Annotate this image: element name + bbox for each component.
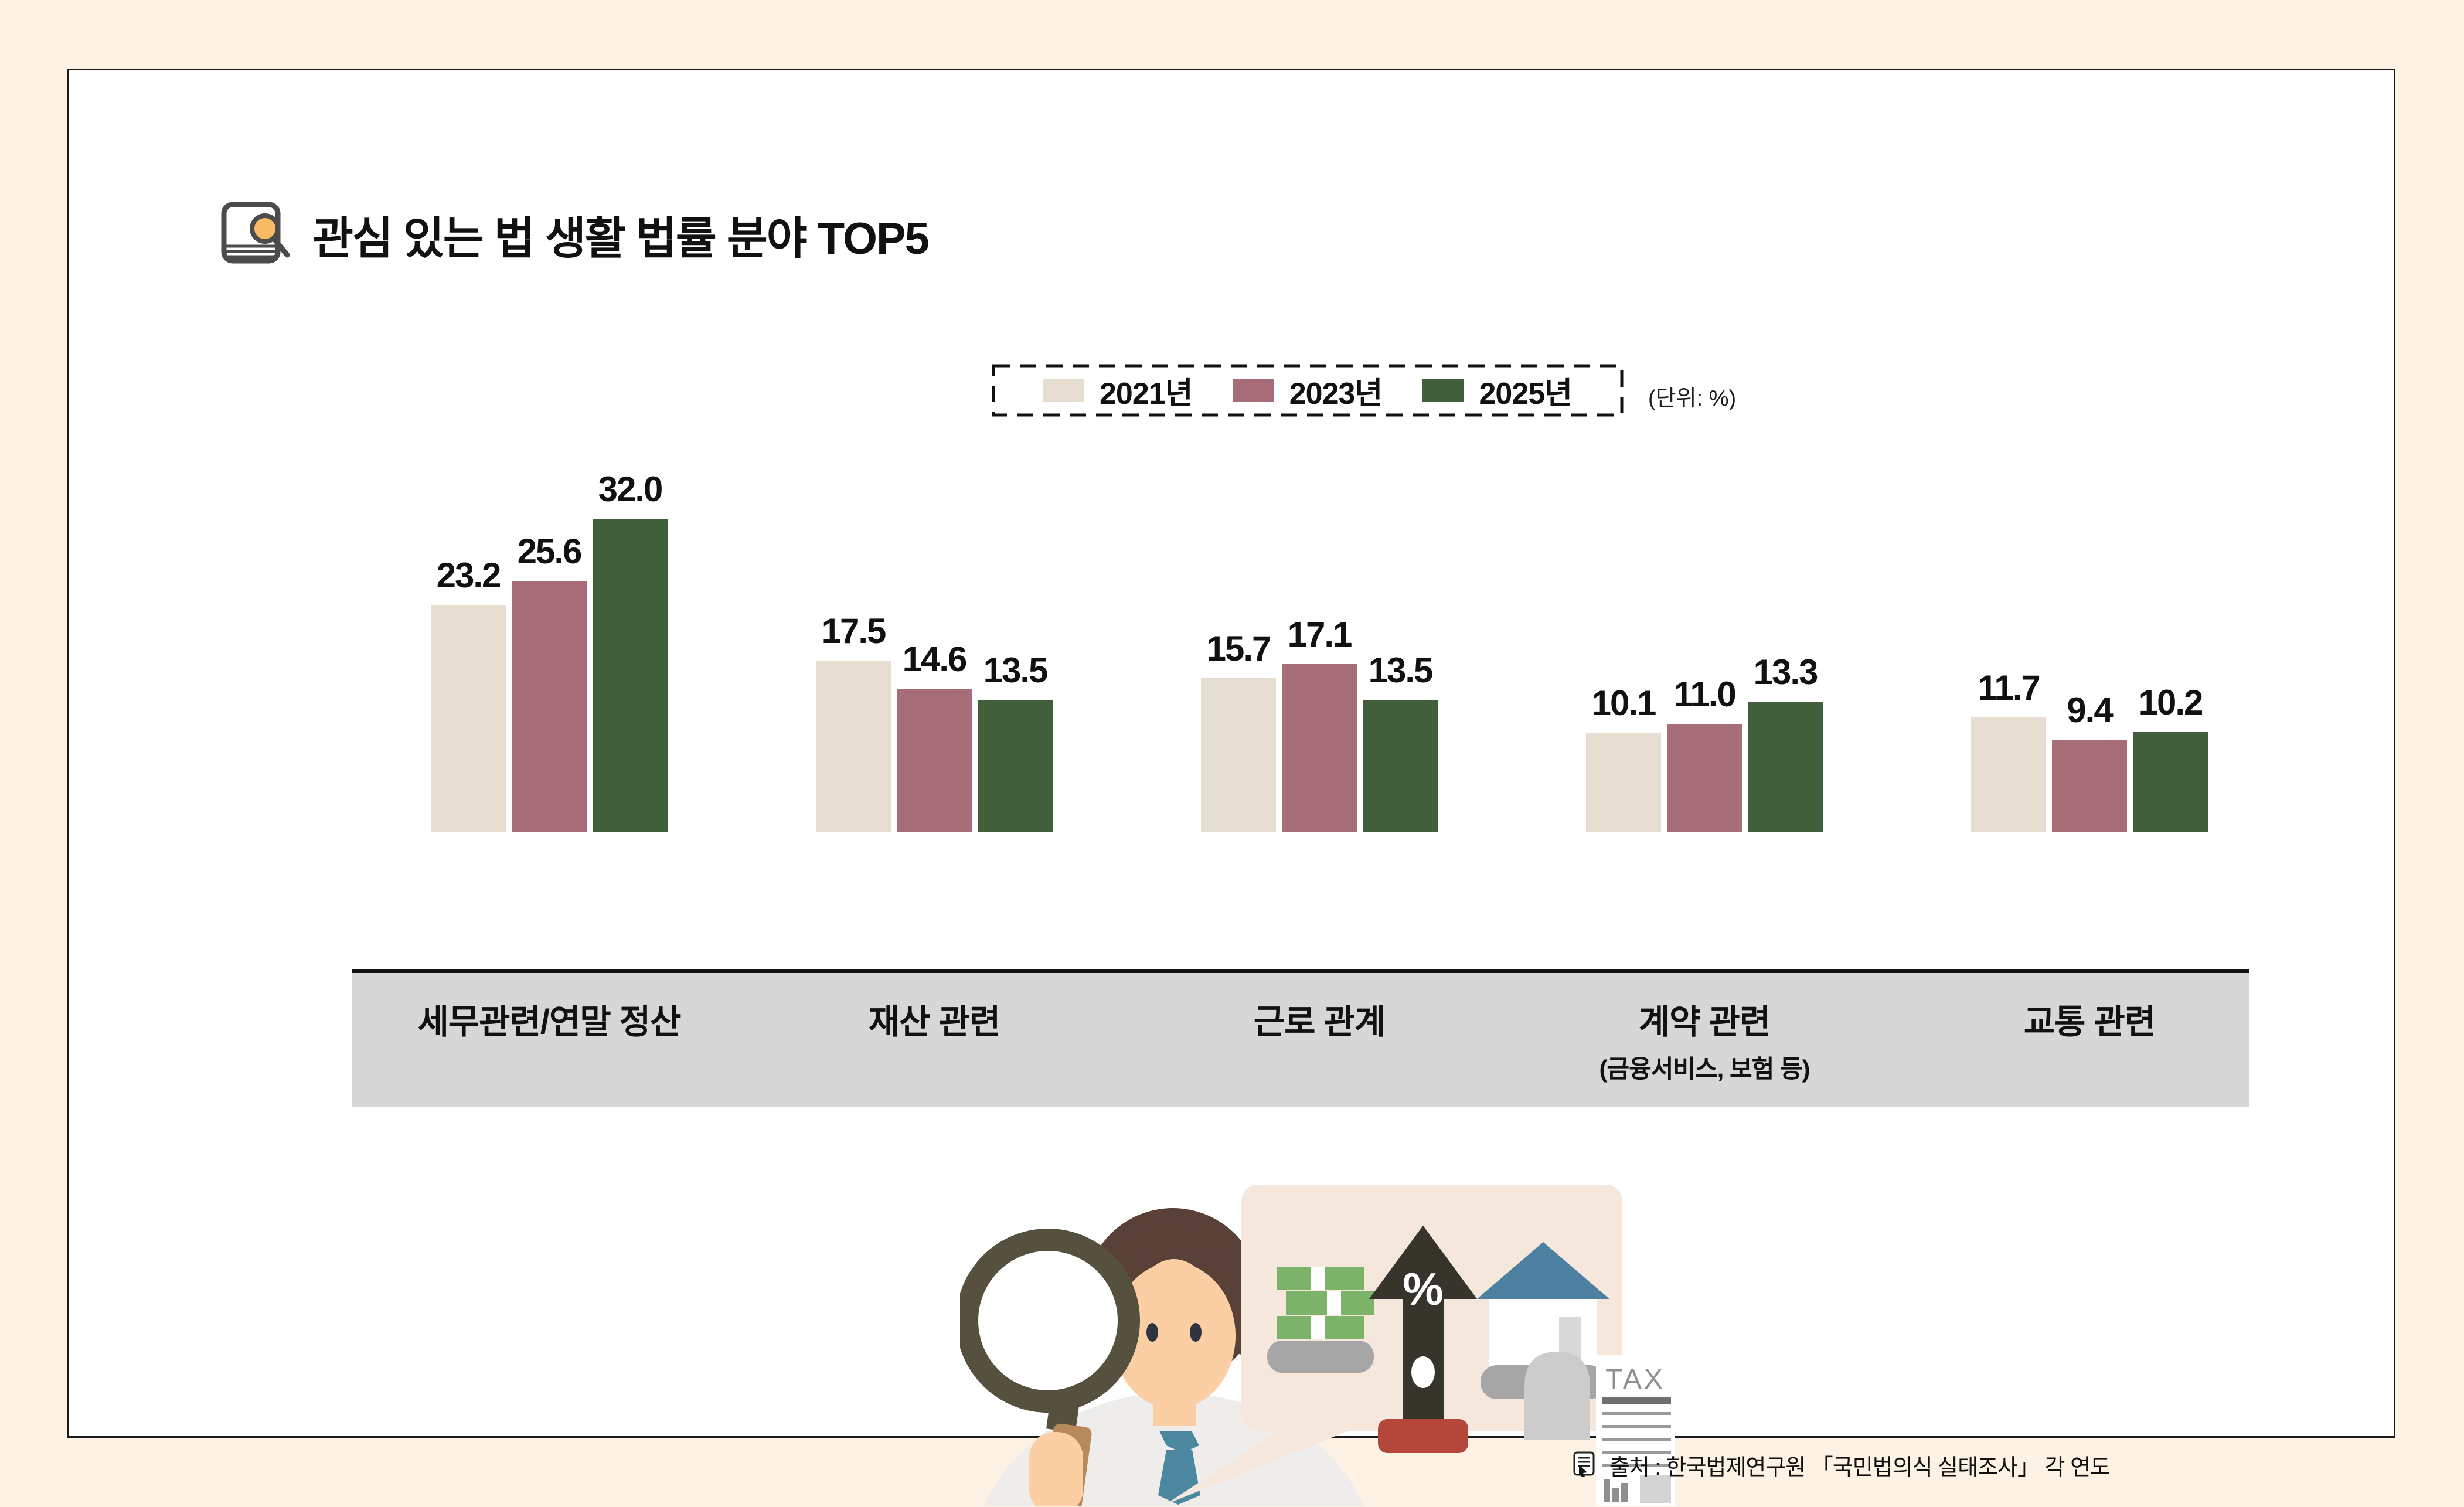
category-axis-band	[352, 973, 2249, 1107]
legend-swatch-2025	[1422, 379, 1464, 402]
bar-column: 13.5	[1363, 650, 1438, 832]
bar-2021년	[1971, 717, 2046, 832]
bar-value-label: 11.0	[1673, 675, 1736, 714]
bar-column: 9.4	[2052, 690, 2127, 832]
legend-label-2023: 2023년	[1289, 376, 1383, 411]
bar-value-label: 32.0	[598, 470, 663, 509]
bar-2025년	[593, 519, 668, 832]
tax-document-icon: TAX	[1524, 1352, 1675, 1506]
bar-group-1: 23.2 25.6 32.0	[431, 469, 668, 832]
title-row: 관심 있는 법 생활 법률 분야 TOP5	[219, 200, 930, 268]
chart-card: 관심 있는 법 생활 법률 분야 TOP5 2021년 2023년 2025년	[67, 69, 2395, 1506]
legend-swatch-2021	[1043, 379, 1084, 402]
svg-text:%: %	[1403, 1263, 1443, 1315]
source-text: 출처 : 한국법제연구원 「국민법의식 실태조사」 각 연도	[1609, 1455, 2111, 1480]
legend-label-2021: 2021년	[1100, 376, 1193, 411]
bar-2023년	[512, 581, 587, 832]
bar-column: 32.0	[593, 469, 668, 832]
category-label-4: 계약 관련 (금융서비스, 보험 등)	[1499, 994, 1910, 1085]
bar-2021년	[1201, 678, 1276, 832]
bar-column: 14.6	[897, 639, 972, 832]
bar-2021년	[1586, 733, 1661, 832]
bar-column: 11.7	[1971, 668, 2046, 832]
category-label-text: 계약 관련	[1638, 1003, 1771, 1041]
legend-dashed-border	[992, 364, 1624, 417]
arrow-base	[1378, 1419, 1468, 1453]
legend-swatch-2023	[1233, 379, 1274, 402]
bar-2025년	[2133, 732, 2208, 832]
source-row: 출처 : 한국법제연구원 「국민법의식 실태조사」 각 연도	[1572, 1449, 2111, 1481]
tax-label: TAX	[1605, 1364, 1665, 1395]
bar-2021년	[431, 605, 506, 832]
bar-group-4: 10.1 11.0 13.3	[1586, 652, 1823, 832]
bar-group-2: 17.5 14.6 13.5	[816, 611, 1053, 832]
unit-label: (단위: %)	[1648, 386, 1737, 411]
page-title: 관심 있는 법 생활 법률 분야 TOP5	[312, 213, 930, 264]
person-hand	[1029, 1432, 1083, 1506]
bar-value-label: 25.6	[517, 532, 583, 571]
bar-2025년	[1363, 700, 1438, 832]
bar-value-label: 23.2	[436, 556, 502, 595]
bar-2021년	[816, 661, 891, 832]
bar-column: 17.5	[816, 611, 891, 832]
bar-2025년	[1748, 702, 1823, 832]
speech-bubble-tail	[1165, 1422, 1370, 1505]
category-label-3: 근로 관계	[1114, 994, 1524, 1043]
legend-item-2023: 2023년	[1233, 369, 1383, 413]
bar-column: 10.1	[1586, 683, 1661, 832]
bar-column: 17.1	[1282, 614, 1357, 832]
bar-column: 25.6	[512, 531, 587, 832]
legend: 2021년 2023년 2025년	[992, 364, 1624, 417]
bar-value-label: 14.6	[902, 639, 968, 679]
bar-value-label: 10.2	[2138, 683, 2204, 722]
bar-2023년	[2052, 740, 2127, 832]
bar-group-5: 11.7 9.4 10.2	[1971, 668, 2208, 832]
category-label-2: 재산 관련	[729, 994, 1139, 1043]
magnifier-lens	[960, 1229, 1140, 1413]
legend-label-2025: 2025년	[1479, 376, 1573, 411]
person-tie	[1159, 1431, 1199, 1453]
bar-2023년	[1667, 724, 1742, 832]
category-label-text: 세무관련/연말 정산	[417, 1003, 681, 1041]
bar-value-label: 17.5	[821, 611, 887, 651]
bar-value-label: 9.4	[2067, 690, 2113, 730]
category-sublabel-text: (금융서비스, 보험 등)	[1599, 1055, 1810, 1083]
person-eye-right	[1190, 1323, 1202, 1342]
person-eye-left	[1146, 1323, 1158, 1342]
newspaper-icon	[1572, 1450, 1599, 1480]
legend-item-2021: 2021년	[1043, 369, 1193, 413]
category-label-1: 세무관련/연말 정산	[344, 994, 754, 1043]
person-magnifier-illustration: % TAX	[960, 1185, 1675, 1506]
bar-column: 13.3	[1748, 652, 1823, 832]
bar-value-label: 13.3	[1753, 652, 1819, 692]
bar-column: 13.5	[978, 650, 1053, 832]
bar-value-label: 15.7	[1206, 629, 1272, 668]
bar-column: 10.2	[2133, 682, 2208, 832]
bar-column: 23.2	[431, 555, 506, 832]
category-label-text: 근로 관계	[1253, 1003, 1386, 1041]
bar-column: 15.7	[1201, 628, 1276, 832]
bar-value-label: 13.5	[1368, 651, 1434, 690]
bar-group-3: 15.7 17.1 13.5	[1201, 614, 1438, 832]
axis-baseline	[352, 969, 2249, 973]
category-label-text: 재산 관련	[868, 1003, 1001, 1041]
bar-value-label: 10.1	[1591, 683, 1657, 723]
bar-value-label: 13.5	[983, 651, 1049, 690]
book-search-icon	[219, 200, 291, 268]
bar-2025년	[978, 700, 1053, 832]
bar-value-label: 17.1	[1287, 615, 1353, 654]
bar-value-label: 11.7	[1978, 668, 2040, 707]
category-label-text: 교통 관련	[2023, 1003, 2156, 1041]
money-stack-icon	[1267, 1267, 1374, 1373]
legend-item-2025: 2025년	[1422, 369, 1573, 413]
bar-2023년	[897, 689, 972, 832]
bar-column: 11.0	[1667, 674, 1742, 832]
bar-2023년	[1282, 664, 1357, 832]
category-label-5: 교통 관련	[1884, 994, 2295, 1043]
percent-up-arrow-icon: %	[1369, 1226, 1477, 1453]
